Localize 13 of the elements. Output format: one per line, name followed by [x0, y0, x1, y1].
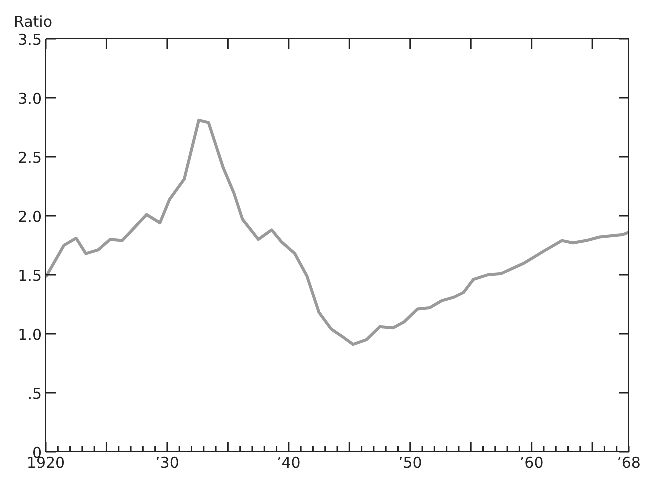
x-tick-label: ’40 — [276, 454, 301, 472]
y-tick-label: 3.0 — [18, 90, 42, 108]
y-tick-label: 1.5 — [18, 267, 42, 285]
y-tick-label: 2.0 — [18, 208, 42, 226]
x-tick-label: ’30 — [156, 454, 180, 472]
x-tick-label: ’50 — [398, 454, 422, 472]
y-axis-title: Ratio — [14, 13, 53, 31]
x-tick-label: ’60 — [520, 454, 544, 472]
y-tick-label: 3.5 — [18, 31, 42, 49]
y-tick-label: 2.5 — [18, 149, 42, 167]
y-tick-label: 1.0 — [18, 326, 42, 344]
y-tick-label: .5 — [28, 385, 42, 403]
x-tick-label: ’68 — [617, 454, 641, 472]
